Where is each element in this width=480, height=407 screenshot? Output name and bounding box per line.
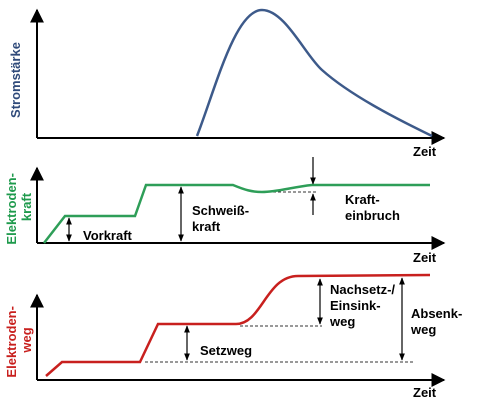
force-curve [43, 183, 430, 244]
path-panel: Setzweg Nachsetz-/ Einsink- weg Absenk- … [4, 273, 466, 400]
force-panel: Vorkraft Schweiß- kraft Kraft- einbruch … [4, 157, 446, 265]
vorkraft-label: Vorkraft [83, 228, 133, 243]
current-panel: Stromstärke Zeit [8, 8, 446, 159]
current-x-label: Zeit [413, 144, 437, 159]
nachsetz-label: Nachsetz-/ Einsink- weg [329, 282, 399, 329]
current-curve [195, 8, 433, 138]
current-y-label: Stromstärke [8, 42, 23, 118]
krafteinbruch-label: Kraft- einbruch [345, 192, 400, 223]
path-curve [45, 273, 431, 377]
setzweg-label: Setzweg [200, 343, 252, 358]
absenkweg-label: Absenk- weg [410, 306, 466, 337]
force-y-label: Elektroden- kraft [4, 169, 34, 244]
force-x-label: Zeit [413, 250, 437, 265]
schweisskraft-label: Schweiß- kraft [192, 203, 253, 234]
path-x-label: Zeit [413, 385, 437, 400]
path-y-label: Elektroden- weg [4, 302, 34, 377]
